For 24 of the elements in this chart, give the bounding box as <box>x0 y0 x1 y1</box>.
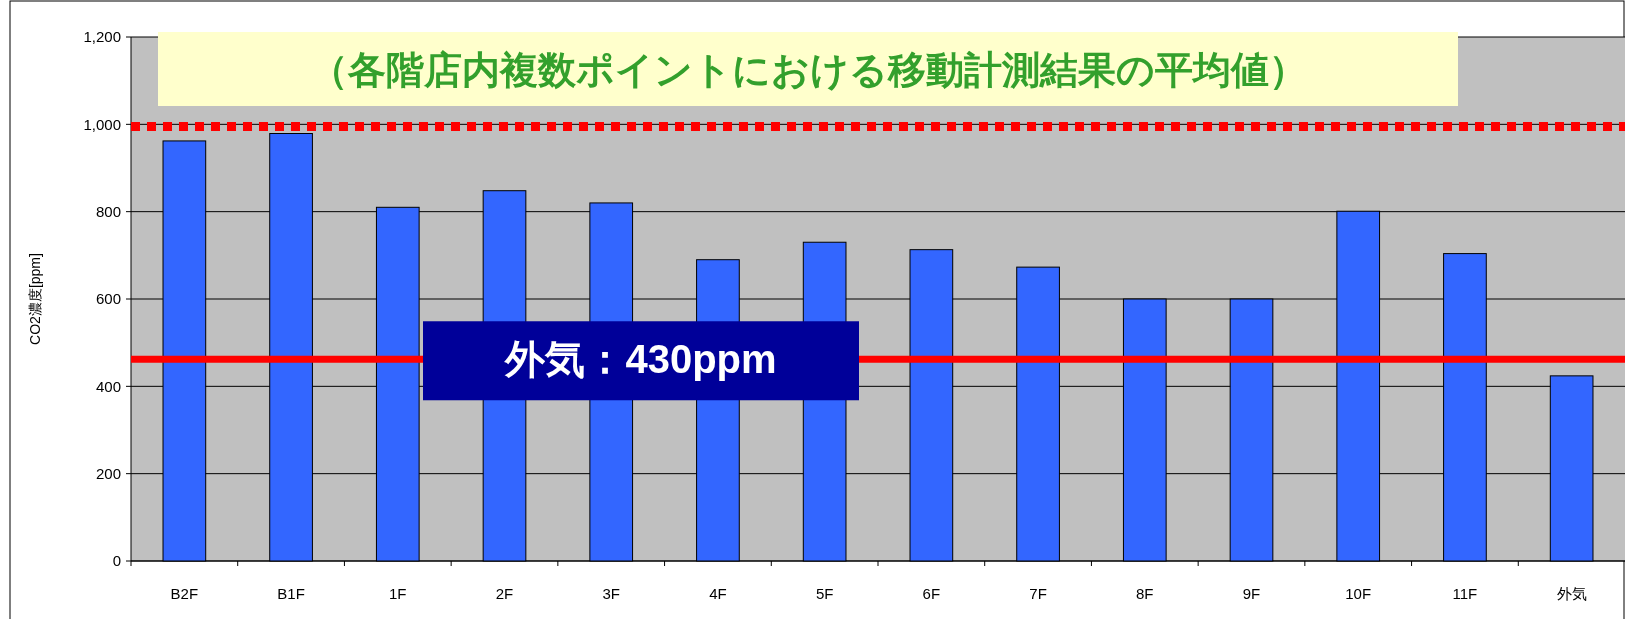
chart-title: （各階店内複数ポイントにおける移動計測結果の平均値） <box>309 49 1307 92</box>
x-tick-label: 外気 <box>1556 585 1587 602</box>
x-tick-label: 6F <box>922 585 941 602</box>
x-tick-label: 8F <box>1136 585 1154 602</box>
x-tick-label: B1F <box>277 585 305 602</box>
ref-line-label: 外気：430ppm <box>504 337 777 382</box>
x-tick-label: 3F <box>602 585 620 602</box>
y-tick-label: 1,200 <box>83 28 121 46</box>
x-tick-label: 2F <box>495 585 514 602</box>
x-tick-label: 4F <box>709 585 727 602</box>
y-tick-label: 600 <box>95 290 121 308</box>
x-tick-label: 1F <box>389 585 407 602</box>
x-tick-label: B2F <box>170 585 199 602</box>
y-tick-label: 800 <box>95 202 121 220</box>
x-tick-label: 9F <box>1242 585 1261 602</box>
x-tick-label: 10F <box>1345 585 1372 602</box>
y-axis-title: CO2濃度[ppm] <box>27 253 43 345</box>
x-tick-label: 7F <box>1029 585 1047 602</box>
y-tick-label: 0 <box>112 552 121 570</box>
x-tick-label: 5F <box>815 585 834 602</box>
y-tick-label: 400 <box>95 377 121 395</box>
y-tick-label: 200 <box>95 464 121 482</box>
x-tick-label: 11F <box>1452 585 1478 602</box>
y-tick-label: 1,000 <box>83 115 121 133</box>
